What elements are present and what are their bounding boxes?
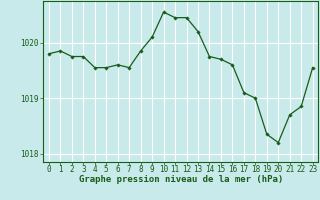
- X-axis label: Graphe pression niveau de la mer (hPa): Graphe pression niveau de la mer (hPa): [79, 175, 283, 184]
